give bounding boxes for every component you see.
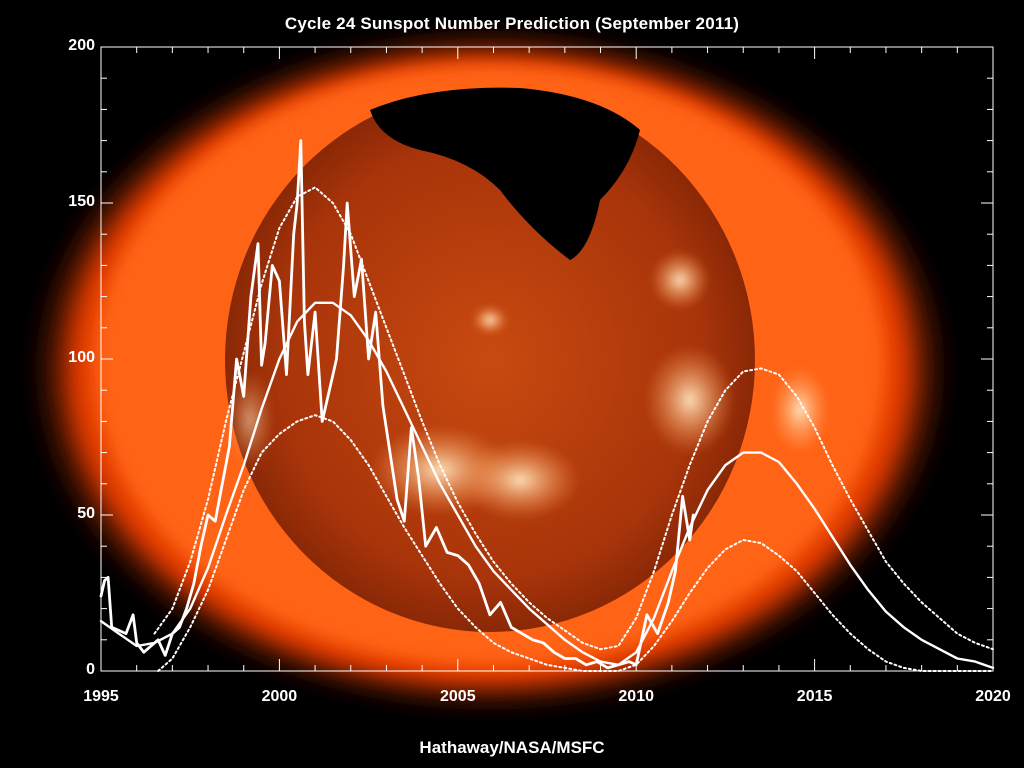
series-line-1 — [99, 301, 995, 670]
y-tick-label: 0 — [86, 661, 95, 678]
chart-title: Cycle 24 Sunspot Number Prediction (Sept… — [284, 14, 740, 33]
sun-xray-image — [20, 20, 960, 720]
x-tick-label: 2015 — [796, 688, 833, 705]
x-tick-label: 2000 — [261, 688, 298, 705]
series-line-0 — [99, 139, 695, 670]
series-layer — [99, 139, 995, 672]
series-line-3 — [157, 414, 994, 672]
chart-credit: Hathaway/NASA/MSFC — [419, 738, 605, 757]
y-tick-label: 150 — [68, 193, 95, 210]
x-tick-label: 2010 — [618, 688, 654, 705]
x-tick-label: 1995 — [83, 688, 119, 705]
y-tick-label: 100 — [68, 349, 95, 366]
y-tick-label: 50 — [77, 505, 95, 522]
x-tick-label: 2020 — [975, 688, 1011, 705]
y-tick-label: 200 — [68, 37, 95, 54]
plot-axes — [100, 46, 994, 672]
series-line-2 — [153, 186, 994, 651]
x-tick-label: 2005 — [440, 688, 476, 705]
